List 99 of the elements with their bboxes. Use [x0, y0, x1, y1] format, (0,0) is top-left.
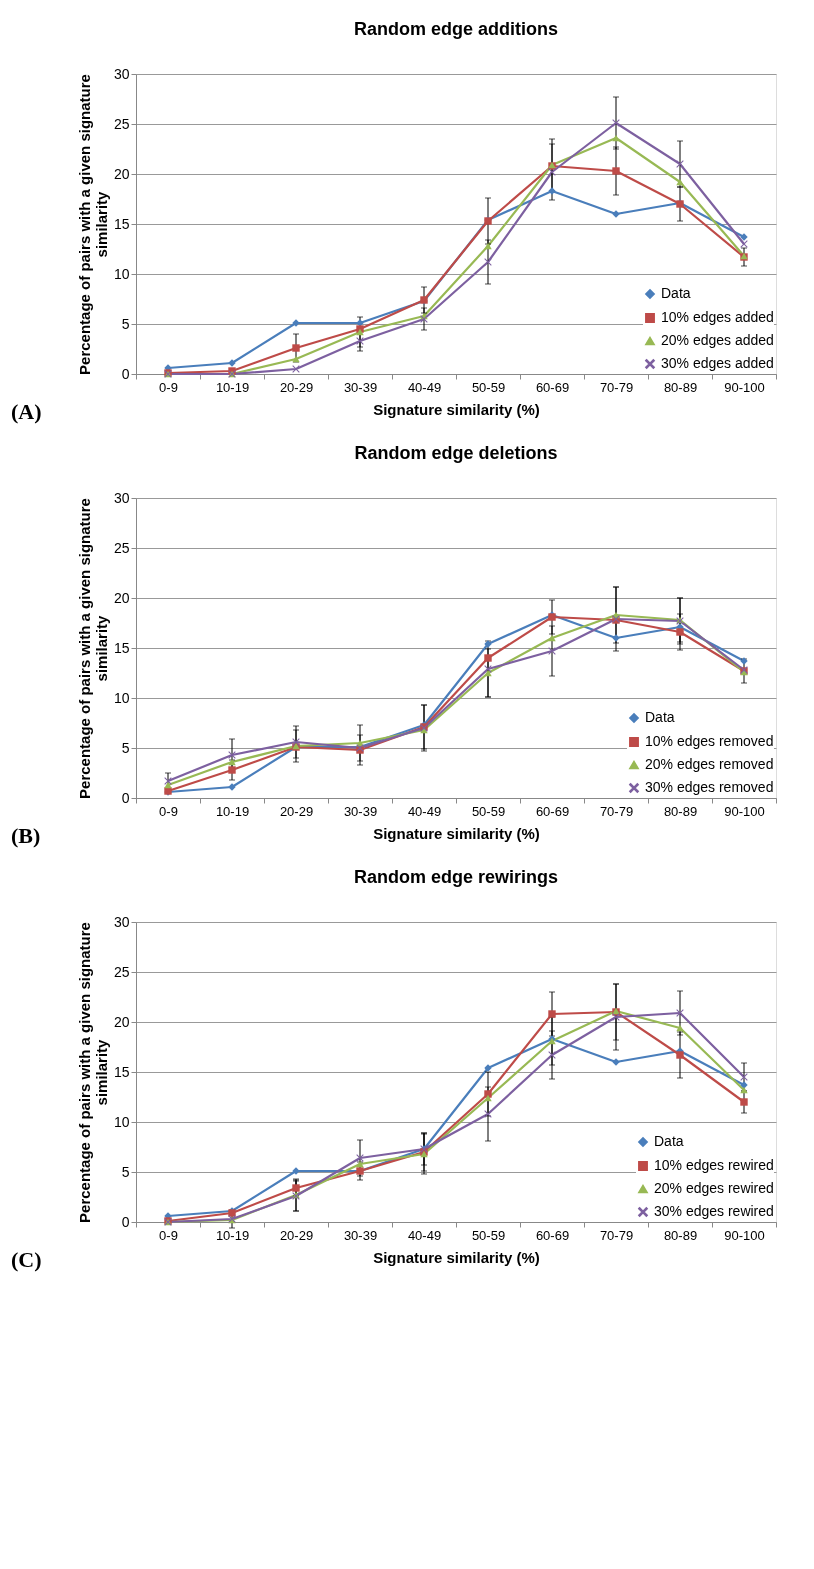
point: [228, 758, 236, 766]
chart-title: Random edge deletions: [354, 443, 558, 463]
text: (B): [11, 823, 41, 848]
x-tick-label: 10-19: [215, 1227, 250, 1243]
x-tick-label: 40-49: [407, 803, 442, 819]
chart-title: Random edge additions: [353, 19, 559, 39]
legend-label: 30% edges added: [661, 355, 774, 371]
x-tick-label: 30-39: [343, 1227, 378, 1243]
point: [484, 669, 492, 677]
point: [612, 134, 620, 142]
point: [484, 640, 492, 648]
legend-label: 10% edges added: [661, 309, 774, 325]
x-tick-label: 10-19: [215, 803, 250, 819]
x-tick-label: 0-9: [159, 803, 178, 819]
x-tick-label: 0-9: [159, 379, 178, 395]
point: [484, 1094, 492, 1102]
x-tick-label: 70-79: [599, 379, 634, 395]
y-tick-label: 0: [121, 365, 130, 382]
x-tick-label: 0-9: [159, 1227, 178, 1243]
y-tick-label: 25: [113, 963, 130, 980]
y-tick-label: 15: [113, 1063, 130, 1080]
x-tick-label: 70-79: [599, 1227, 634, 1243]
x-tick-label: 40-49: [407, 379, 442, 395]
legend-label: 20% edges added: [661, 332, 774, 348]
legend-label: 20% edges removed: [645, 756, 774, 772]
y-tick-label: 20: [113, 165, 130, 182]
point: [484, 654, 492, 662]
point: [228, 766, 236, 774]
point: [676, 1024, 684, 1032]
point: [164, 781, 172, 789]
y-axis-title: Percentage of pairs with a given signature similarity: [75, 74, 110, 375]
x-tick-label: 30-39: [343, 379, 378, 395]
legend-label: 20% edges rewired: [654, 1180, 774, 1196]
y-tick-label: 30: [113, 913, 130, 930]
legend-label: Data: [654, 1133, 684, 1149]
y-axis-title: Percentage of pairs with a given signature similarity: [75, 922, 110, 1223]
point: [612, 167, 620, 175]
legend-label: 10% edges rewired: [654, 1157, 774, 1173]
y-tick-label: 20: [113, 1013, 130, 1030]
y-tick-label: 5: [121, 1163, 130, 1180]
point: [356, 1160, 364, 1168]
y-tick-label: 15: [113, 639, 130, 656]
x-tick-label: 90-100: [724, 379, 765, 395]
y-tick-label: 0: [121, 1213, 130, 1230]
x-tick-label: 20-29: [279, 803, 314, 819]
x-tick-label: 40-49: [407, 1227, 442, 1243]
text: (A): [11, 399, 42, 424]
point: [292, 1184, 300, 1192]
x-tick-label: 90-100: [724, 803, 765, 819]
point: [484, 1090, 492, 1098]
x-tick-label: 80-89: [663, 1227, 698, 1243]
point: [740, 1086, 748, 1094]
legend-label: Data: [661, 285, 691, 301]
y-tick-label: 20: [113, 589, 130, 606]
legend-label: 30% edges rewired: [654, 1203, 774, 1219]
x-tick-label: 60-69: [535, 379, 570, 395]
x-tick-label: 70-79: [599, 803, 634, 819]
x-tick-label: 50-59: [471, 1227, 506, 1243]
x-axis-title: Signature similarity (%): [373, 824, 540, 842]
y-tick-label: 0: [121, 789, 130, 806]
point: [676, 178, 684, 186]
x-tick-label: 20-29: [279, 1227, 314, 1243]
x-tick-label: 50-59: [471, 379, 506, 395]
point: [740, 657, 748, 665]
text: (C): [11, 1247, 42, 1272]
x-tick-label: 60-69: [535, 803, 570, 819]
x-tick-label: 20-29: [279, 379, 314, 395]
y-tick-label: 25: [113, 539, 130, 556]
x-axis-title: Signature similarity (%): [373, 400, 540, 418]
y-axis-title: Percentage of pairs with a given signature similarity: [75, 498, 110, 799]
point: [548, 1010, 556, 1018]
point: [484, 242, 492, 250]
legend-label: 10% edges removed: [645, 733, 774, 749]
y-tick-label: 30: [113, 489, 130, 506]
x-tick-label: 80-89: [663, 379, 698, 395]
point: [676, 1051, 684, 1059]
y-tick-label: 5: [121, 739, 130, 756]
point: [676, 628, 684, 636]
legend-label: 30% edges removed: [645, 779, 774, 795]
y-tick-label: 10: [113, 1113, 130, 1130]
x-tick-label: 30-39: [343, 803, 378, 819]
y-tick-label: 15: [113, 215, 130, 232]
point: [740, 1098, 748, 1106]
x-tick-label: 50-59: [471, 803, 506, 819]
y-tick-label: 5: [121, 315, 130, 332]
legend-label: Data: [645, 709, 675, 725]
y-tick-label: 10: [113, 689, 130, 706]
point: [548, 634, 556, 642]
y-tick-label: 30: [113, 65, 130, 82]
x-tick-label: 10-19: [215, 379, 250, 395]
y-tick-label: 10: [113, 265, 130, 282]
x-tick-label: 90-100: [724, 1227, 765, 1243]
x-tick-label: 60-69: [535, 1227, 570, 1243]
chart-title: Random edge rewirings: [353, 867, 559, 887]
point: [292, 344, 300, 352]
x-tick-label: 80-89: [663, 803, 698, 819]
y-tick-label: 25: [113, 115, 130, 132]
x-axis-title: Signature similarity (%): [373, 1248, 540, 1266]
point: [292, 355, 300, 363]
